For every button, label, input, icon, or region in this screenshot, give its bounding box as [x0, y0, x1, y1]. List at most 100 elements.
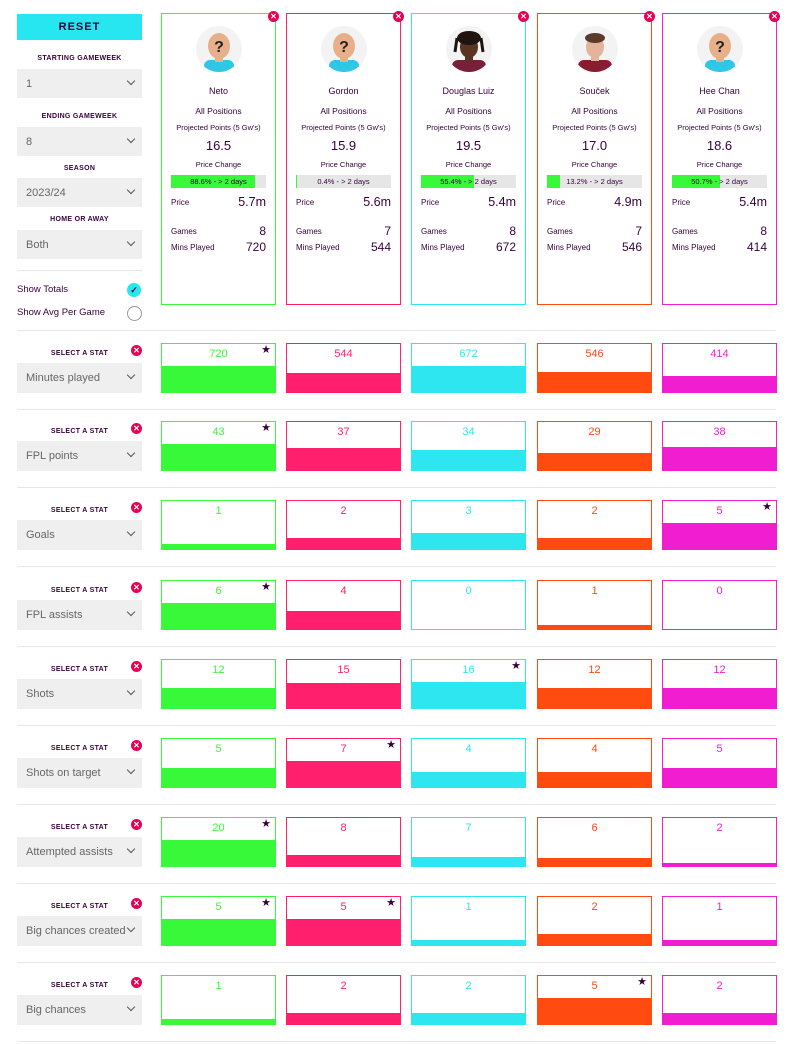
stat-value: 5	[215, 743, 222, 755]
stat-value-box: 2	[537, 896, 652, 946]
select-stat-label: SELECT A STAT	[50, 824, 109, 831]
best-star-icon: ★	[261, 422, 271, 434]
select-stat-label: SELECT A STAT	[50, 903, 109, 910]
stat-select[interactable]: Shots	[17, 679, 142, 709]
stat-bar-fill	[287, 538, 400, 549]
ending-gameweek-label: ENDING GAMEWEEK	[41, 113, 118, 120]
remove-player-button[interactable]: ✕	[393, 11, 404, 22]
remove-x-icon: ✕	[133, 740, 140, 750]
divider	[17, 646, 776, 647]
player-avatar	[446, 26, 492, 72]
stat-select[interactable]: Minutes played	[17, 363, 142, 393]
price-value: 4.9m	[614, 195, 642, 209]
remove-stat-button[interactable]: ✕	[131, 582, 142, 593]
remove-stat-button[interactable]: ✕	[131, 819, 142, 830]
remove-player-button[interactable]: ✕	[644, 11, 655, 22]
home-away-select[interactable]: Both	[17, 230, 142, 259]
remove-x-icon: ✕	[133, 423, 140, 433]
mins-played-label: Mins Played	[296, 243, 340, 252]
chevron-down-icon	[126, 527, 136, 537]
remove-x-icon: ✕	[133, 502, 140, 512]
player-avatar: ?	[321, 26, 367, 72]
best-star-icon: ★	[261, 344, 271, 356]
remove-stat-button[interactable]: ✕	[131, 661, 142, 672]
season-select[interactable]: 2023/24	[17, 178, 142, 207]
select-stat-label: SELECT A STAT	[50, 587, 109, 594]
price-change-bar: 0.4% - > 2 days	[296, 175, 391, 188]
remove-player-button[interactable]: ✕	[518, 11, 529, 22]
stat-value: 1	[465, 901, 472, 913]
stat-bar-fill	[412, 772, 525, 787]
stat-value: 4	[591, 743, 598, 755]
remove-stat-button[interactable]: ✕	[131, 423, 142, 434]
stat-bar-fill	[538, 372, 651, 392]
stat-value-box: 16 ★	[411, 659, 526, 709]
remove-player-button[interactable]: ✕	[268, 11, 279, 22]
stat-select[interactable]: Big chances created	[17, 916, 142, 946]
games-label: Games	[171, 227, 197, 236]
projected-points-label: Projected Points (5 Gw's)	[426, 123, 511, 132]
show-totals-checkbox[interactable]: ✓	[127, 283, 141, 297]
stat-value: 6	[215, 585, 222, 597]
stat-value: 1	[215, 505, 222, 517]
stat-select[interactable]: Goals	[17, 520, 142, 550]
stat-value: 2	[591, 505, 598, 517]
stat-value: 546	[585, 348, 604, 360]
stat-bar-fill	[663, 940, 776, 945]
price-change-text: 13.2% - > 2 days	[566, 177, 623, 186]
stat-value: 16	[462, 664, 475, 676]
stat-select[interactable]: FPL points	[17, 441, 142, 471]
stat-value-box: 38	[662, 421, 777, 471]
starting-gameweek-select[interactable]: 1	[17, 69, 142, 98]
chevron-down-icon	[126, 76, 136, 86]
season-label: SEASON	[63, 165, 96, 172]
stat-select[interactable]: Attempted assists	[17, 837, 142, 867]
price-change-fill	[547, 175, 560, 188]
remove-stat-button[interactable]: ✕	[131, 740, 142, 751]
player-name: Neto	[208, 86, 228, 96]
player-name: Gordon	[328, 86, 359, 96]
games-label: Games	[547, 227, 573, 236]
reset-button[interactable]: RESET	[17, 14, 142, 40]
projected-points-value: 18.6	[706, 138, 733, 153]
stat-select-value: Shots on target	[26, 767, 101, 779]
best-star-icon: ★	[511, 660, 521, 672]
ending-gameweek-select[interactable]: 8	[17, 127, 142, 156]
remove-stat-button[interactable]: ✕	[131, 977, 142, 988]
stat-bar-fill	[663, 688, 776, 708]
stat-value-box: 720 ★	[161, 343, 276, 393]
games-label: Games	[421, 227, 447, 236]
stat-value-box: 2	[662, 975, 777, 1025]
show-avg-checkbox[interactable]	[127, 306, 142, 321]
player-position: All Positions	[195, 106, 242, 116]
projected-points-label: Projected Points (5 Gw's)	[176, 123, 261, 132]
stat-value-box: 7 ★	[286, 738, 401, 788]
price-change-bar: 55.4% - > 2 days	[421, 175, 516, 188]
remove-x-icon: ✕	[646, 11, 653, 21]
mins-played-label: Mins Played	[672, 243, 716, 252]
stat-select[interactable]: Shots on target	[17, 758, 142, 788]
price-change-text: 0.4% - > 2 days	[317, 177, 370, 186]
stat-bar-fill	[162, 768, 275, 787]
stat-bar-fill	[162, 603, 275, 629]
player-avatar: ?	[196, 26, 242, 72]
mins-played-value: 544	[370, 240, 391, 254]
stat-select[interactable]: FPL assists	[17, 600, 142, 630]
stat-value-box: 12	[537, 659, 652, 709]
games-label: Games	[672, 227, 698, 236]
player-position: All Positions	[320, 106, 367, 116]
stat-select-value: FPL points	[26, 450, 79, 462]
starting-gameweek-label: STARTING GAMEWEEK	[37, 55, 122, 62]
select-stat-label: SELECT A STAT	[50, 350, 109, 357]
stat-select[interactable]: Big chances	[17, 995, 142, 1025]
remove-player-button[interactable]: ✕	[769, 11, 780, 22]
remove-x-icon: ✕	[133, 977, 140, 987]
remove-stat-button[interactable]: ✕	[131, 898, 142, 909]
price-change-label: Price Change	[320, 160, 367, 169]
remove-stat-button[interactable]: ✕	[131, 502, 142, 513]
remove-x-icon: ✕	[133, 345, 140, 355]
stat-value-box: 2	[662, 817, 777, 867]
price-change-fill	[171, 175, 256, 188]
stat-value-box: 4	[286, 580, 401, 630]
remove-stat-button[interactable]: ✕	[131, 345, 142, 356]
